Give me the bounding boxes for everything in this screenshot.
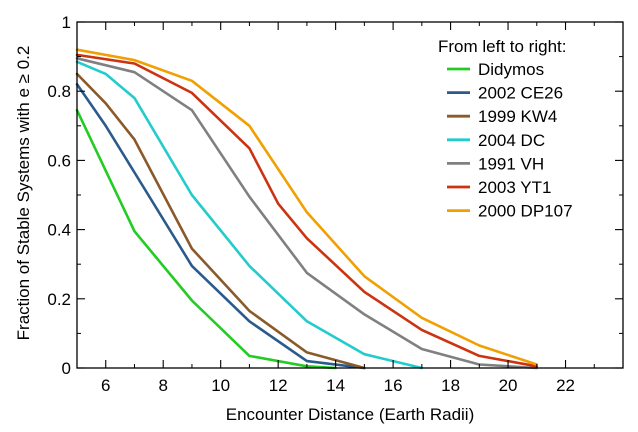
- x-tick-label: 16: [384, 376, 403, 395]
- x-tick-label: 6: [101, 376, 110, 395]
- legend-entry-label: 2003 YT1: [478, 178, 551, 197]
- x-tick-label: 8: [158, 376, 167, 395]
- y-tick-label: 0.2: [47, 290, 71, 309]
- legend-entry-label: 2000 DP107: [478, 202, 573, 221]
- y-axis-label: Fraction of Stable Systems with e ≥ 0.2: [14, 46, 33, 341]
- series-line-7: [75, 48, 539, 366]
- legend-entry-label: 1999 KW4: [478, 107, 557, 126]
- series-line-5: [75, 56, 539, 370]
- series-line-6: [75, 53, 539, 368]
- legend-title: From left to right:: [438, 37, 566, 56]
- series-line-2: [75, 83, 366, 370]
- y-tick-label: 0.6: [47, 151, 71, 170]
- x-tick-label: 20: [499, 376, 518, 395]
- legend-entry-label: 1991 VH: [478, 154, 544, 173]
- x-axis-label: Encounter Distance (Earth Radii): [226, 405, 475, 424]
- legend-entry-label: Didymos: [478, 60, 544, 79]
- x-tick-label: 12: [269, 376, 288, 395]
- series-line-3: [75, 72, 366, 370]
- axes-layer: 6 8 10 12 14 16 18 20 22 0 0.2 0.4 0.6 0.8 1: [47, 13, 624, 395]
- y-tick-label: 0.8: [47, 82, 71, 101]
- x-tick-label: 14: [326, 376, 345, 395]
- y-tick-label: 1: [62, 13, 71, 32]
- series-layer: [75, 48, 539, 370]
- x-tick-label: 18: [441, 376, 460, 395]
- series-line-1: [75, 108, 337, 370]
- legend-entry-label: 2002 CE26: [478, 84, 563, 103]
- legend: From left to right: Didymos 2002 CE26 1999…: [438, 37, 573, 221]
- y-tick-label: 0.4: [47, 221, 71, 240]
- x-tick-label: 10: [211, 376, 230, 395]
- series-line-4: [75, 60, 424, 370]
- x-tick-label: 22: [556, 376, 575, 395]
- legend-entry-label: 2004 DC: [478, 131, 545, 150]
- y-tick-label: 0: [62, 359, 71, 378]
